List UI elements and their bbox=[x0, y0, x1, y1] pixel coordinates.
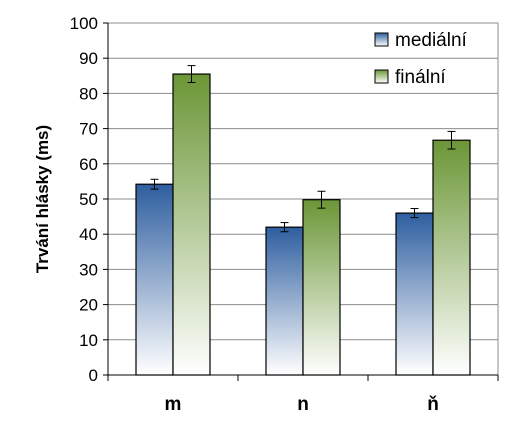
y-tick-label: 60 bbox=[79, 155, 98, 174]
x-category-label: m bbox=[165, 394, 182, 415]
bars bbox=[135, 73, 471, 376]
x-category-label: n bbox=[297, 394, 309, 415]
legend: mediální finální bbox=[374, 30, 468, 88]
axis-labels: 0 10 20 30 40 50 60 70 80 90 100 m n ň bbox=[70, 14, 439, 415]
y-tick-label: 10 bbox=[79, 331, 98, 350]
legend-label: mediální bbox=[395, 30, 468, 51]
y-tick-label: 30 bbox=[79, 260, 98, 279]
y-tick-label: 100 bbox=[70, 14, 98, 33]
y-tick-label: 90 bbox=[79, 49, 98, 68]
y-tick-label: 0 bbox=[89, 366, 98, 385]
y-axis-title: Trvání hlásky (ms) bbox=[33, 125, 52, 273]
axes bbox=[103, 22, 499, 381]
y-tick-label: 70 bbox=[79, 120, 98, 139]
x-category-label: ň bbox=[427, 394, 439, 415]
bar-medialni-0 bbox=[135, 183, 174, 376]
y-tick-label: 80 bbox=[79, 84, 98, 103]
bar-medialni-1 bbox=[265, 226, 304, 376]
error-bars bbox=[150, 65, 456, 233]
y-tick-label: 20 bbox=[79, 296, 98, 315]
bar-finalni-2 bbox=[432, 139, 471, 376]
legend-swatch bbox=[374, 69, 389, 84]
bar-finalni-0 bbox=[172, 73, 211, 376]
y-tick-label: 50 bbox=[79, 190, 98, 209]
legend-swatch bbox=[374, 32, 389, 47]
legend-label: finální bbox=[395, 67, 446, 88]
y-tick-label: 40 bbox=[79, 225, 98, 244]
bar-finalni-1 bbox=[302, 199, 341, 376]
bar-medialni-2 bbox=[395, 212, 434, 376]
